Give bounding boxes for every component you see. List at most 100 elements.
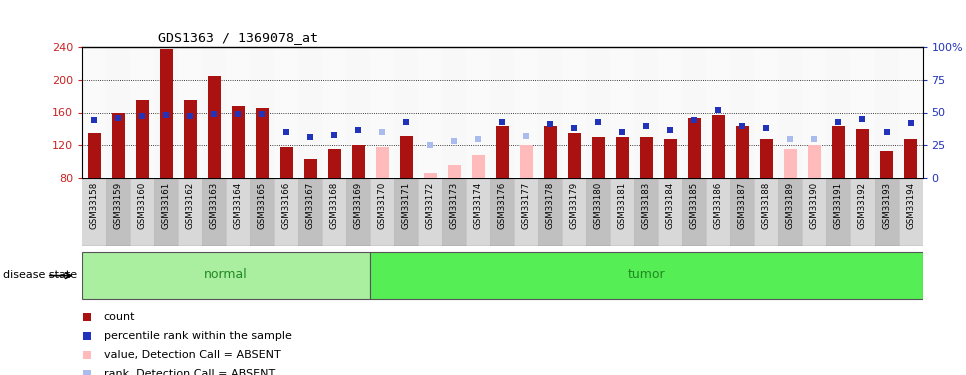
Bar [370,47,394,178]
Bar [803,178,827,246]
Bar [779,178,803,246]
Text: GSM33181: GSM33181 [618,182,627,229]
Bar [323,178,346,246]
Bar [874,178,898,246]
Bar [106,178,130,246]
Text: GSM33185: GSM33185 [690,182,699,229]
Bar [159,50,173,178]
Text: GSM33160: GSM33160 [137,182,147,229]
Text: GSM33176: GSM33176 [497,182,507,229]
Text: GSM33168: GSM33168 [329,182,339,229]
Text: disease state: disease state [3,270,77,280]
Bar [298,47,323,178]
Bar [664,139,677,178]
Bar [514,47,538,178]
Bar [491,47,514,178]
Text: GSM33170: GSM33170 [378,182,386,229]
Bar [496,126,509,178]
Text: GSM33165: GSM33165 [258,182,267,229]
Bar [898,47,923,178]
Bar [827,47,850,178]
Bar [586,178,611,246]
Bar [202,178,226,246]
Bar [538,47,562,178]
Text: GSM33188: GSM33188 [762,182,771,229]
Bar [346,47,370,178]
Bar [274,47,298,178]
Bar [106,47,130,178]
Bar [850,47,874,178]
Bar [155,178,178,246]
Bar [538,178,562,246]
Bar [442,178,467,246]
Bar [130,47,155,178]
Bar [730,47,754,178]
Text: GSM33184: GSM33184 [666,182,675,229]
Bar [471,155,485,178]
Bar [562,47,586,178]
Bar [178,178,202,246]
Bar [82,252,370,299]
Text: GSM33179: GSM33179 [570,182,579,229]
Bar [467,178,491,246]
Text: GSM33167: GSM33167 [305,182,315,229]
Bar [250,178,274,246]
Bar [659,47,682,178]
Bar [779,47,803,178]
Bar [418,47,442,178]
Bar [418,178,442,246]
Bar [394,178,418,246]
Text: GSM33189: GSM33189 [786,182,795,229]
Text: GSM33164: GSM33164 [234,182,242,229]
Text: GSM33174: GSM33174 [473,182,483,229]
Text: GSM33159: GSM33159 [114,182,123,229]
Bar [635,47,659,178]
Bar [111,112,125,178]
Bar [760,139,773,178]
Bar [226,178,250,246]
Bar [184,100,197,178]
Bar [370,178,394,246]
Text: GSM33166: GSM33166 [282,182,291,229]
Bar [586,47,611,178]
Bar [327,149,341,178]
Bar [376,147,389,178]
Text: GSM33171: GSM33171 [402,182,411,229]
Text: count: count [104,312,135,322]
Bar [178,47,202,178]
Text: GSM33191: GSM33191 [834,182,843,229]
Text: GSM33192: GSM33192 [858,182,867,229]
Bar [279,147,293,178]
Bar [706,178,730,246]
Bar [208,76,221,178]
Bar [544,126,557,178]
Text: GSM33172: GSM33172 [426,182,435,229]
Bar [783,149,797,178]
Text: GSM33180: GSM33180 [594,182,603,229]
Bar [615,137,629,178]
Bar [226,47,250,178]
Text: GSM33190: GSM33190 [810,182,819,229]
Bar [898,178,923,246]
Bar [682,178,706,246]
Bar [491,178,514,246]
Bar [827,178,850,246]
Bar [130,178,155,246]
Bar [88,133,100,178]
Bar [706,47,730,178]
Bar [202,47,226,178]
Text: GSM33173: GSM33173 [450,182,459,229]
Bar [904,139,917,178]
Text: GSM33158: GSM33158 [90,182,99,229]
Bar [303,159,317,178]
Bar [712,115,725,178]
Text: GSM33178: GSM33178 [546,182,554,229]
Text: GSM33177: GSM33177 [522,182,531,229]
Text: rank, Detection Call = ABSENT: rank, Detection Call = ABSENT [104,369,275,375]
Bar [568,133,581,178]
Text: GSM33162: GSM33162 [185,182,195,229]
Bar [250,47,274,178]
Bar [135,100,149,178]
Bar [682,47,706,178]
Bar [880,151,894,178]
